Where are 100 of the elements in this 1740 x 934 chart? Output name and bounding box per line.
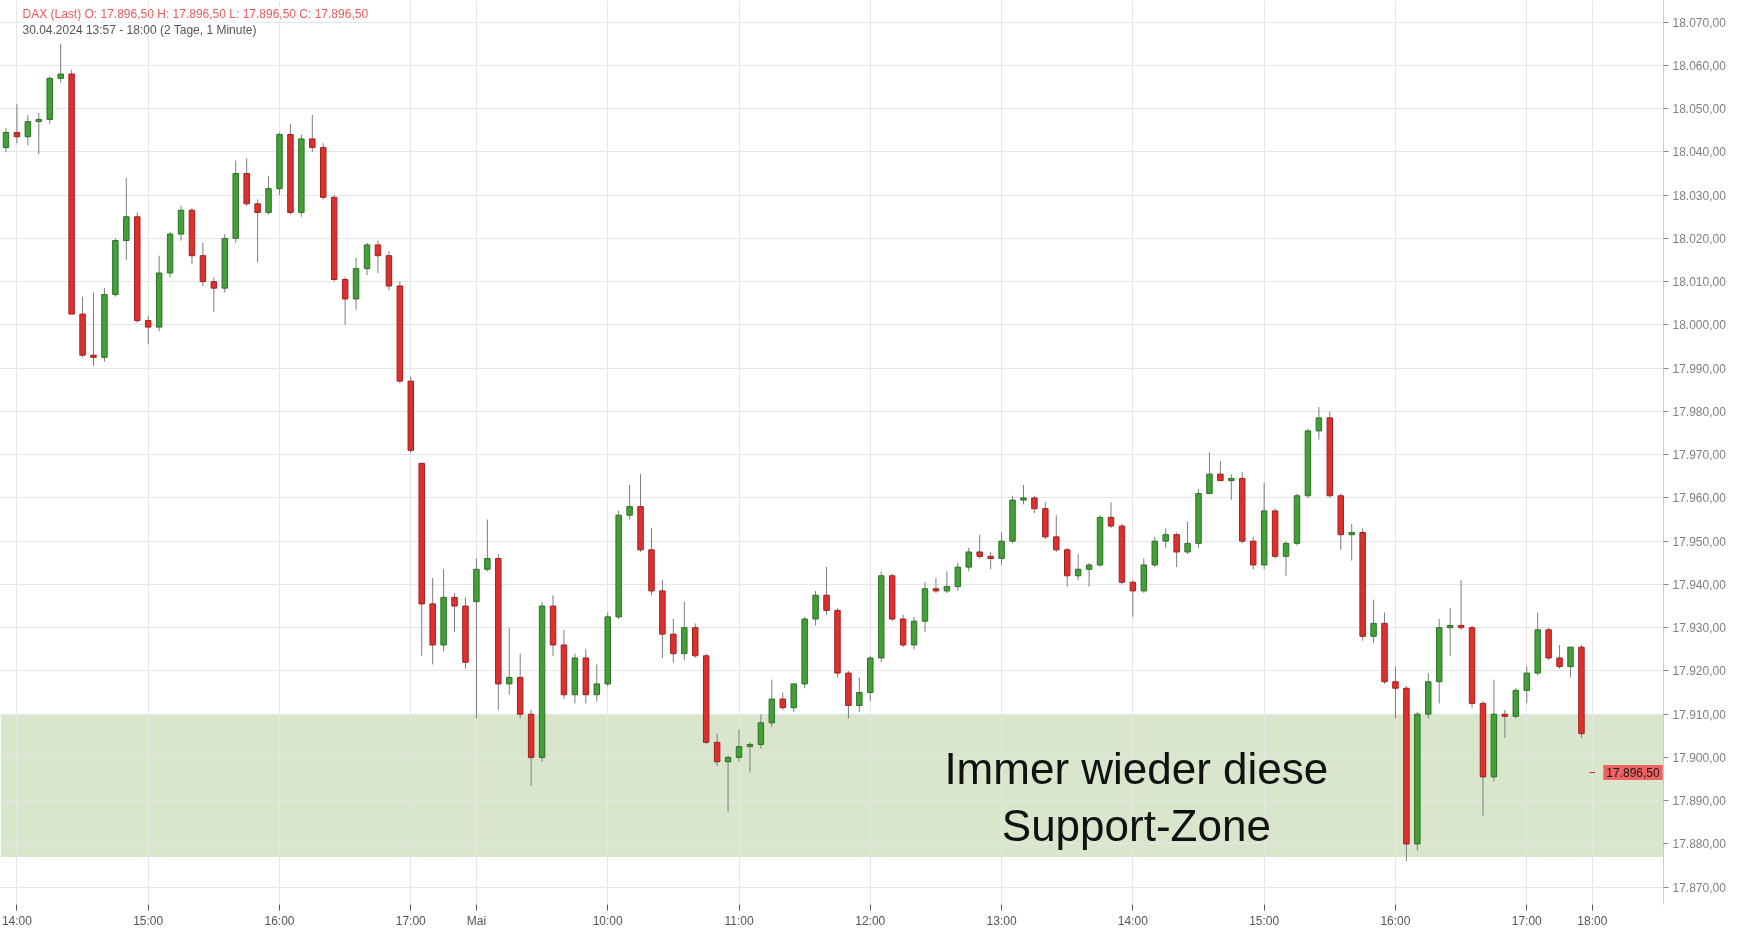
- candlestick: [1129, 579, 1137, 618]
- candlestick: [856, 676, 863, 713]
- candlestick: [1249, 536, 1257, 570]
- candlestick: [746, 741, 754, 774]
- candlestick: [1523, 666, 1530, 704]
- x-tick-label: 15:00: [1249, 913, 1280, 928]
- candlestick: [757, 713, 765, 750]
- candlestick: [90, 291, 97, 367]
- candlestick: [823, 566, 830, 616]
- candlestick: [484, 519, 491, 572]
- y-tick-label: 17.890,00: [1672, 794, 1727, 809]
- x-tick-label: 14:00: [1, 913, 33, 928]
- candlestick: [309, 114, 316, 153]
- candlestick: [593, 663, 601, 702]
- y-tick-label: 18.070,00: [1672, 15, 1727, 30]
- candlestick: [1162, 527, 1169, 549]
- x-tick-label: 15:00: [133, 913, 164, 928]
- y-tick-label: 18.020,00: [1672, 231, 1727, 246]
- candlestick: [1446, 607, 1454, 657]
- band-label: Immer wieder diese Support-Zone: [944, 744, 1329, 850]
- y-tick-label: 17.930,00: [1672, 621, 1727, 636]
- candlestick: [965, 547, 972, 572]
- x-tick-label: 17:00: [395, 913, 427, 928]
- candlestick: [1348, 523, 1355, 562]
- candlestick: [724, 754, 732, 812]
- candlestick: [812, 590, 819, 627]
- candlestick: [57, 43, 64, 84]
- candlestick: [24, 114, 32, 146]
- candlestick: [670, 618, 677, 663]
- text: DAX (Last) O: 17.896,50 H: 17.896,50 L: 17.896,50 C: 17.896,50: [22, 6, 369, 21]
- y-tick-label: 18.040,00: [1672, 145, 1727, 160]
- x-tick-label: 12:00: [855, 913, 886, 928]
- y-tick-label: 18.010,00: [1672, 275, 1727, 290]
- y-tick-label: 17.910,00: [1672, 707, 1727, 722]
- candlestick: [35, 112, 43, 155]
- y-tick-label: 18.000,00: [1672, 318, 1727, 333]
- candlestick: [1184, 521, 1191, 555]
- y-tick-label: 17.970,00: [1672, 448, 1727, 463]
- candlestick: [954, 562, 962, 592]
- x-tick-label: 14:00: [1117, 913, 1149, 928]
- candlestick: [210, 276, 218, 313]
- candlestick: [506, 627, 513, 696]
- y-tick-label: 18.050,00: [1672, 102, 1727, 117]
- candlestick: [1501, 709, 1509, 739]
- y-tick-label: 17.990,00: [1672, 361, 1727, 376]
- y-tick-label: 18.030,00: [1672, 188, 1727, 203]
- candlestick: [1107, 501, 1115, 529]
- candlestick: [1457, 579, 1465, 631]
- candlestick: [1392, 666, 1399, 720]
- candlestick: [1053, 514, 1060, 553]
- x-tick-label: 10:00: [592, 913, 624, 928]
- candlestick: [363, 242, 371, 276]
- candlestick: [626, 484, 633, 521]
- candlestick: [451, 592, 458, 633]
- candlestick: [1206, 452, 1213, 495]
- candlestick: [910, 616, 918, 650]
- candlestick: [1217, 460, 1224, 482]
- candlestick: [1370, 599, 1377, 644]
- x-tick-label: 17:00: [1511, 913, 1543, 928]
- candlestick: [13, 103, 21, 144]
- candlestick: [144, 315, 152, 345]
- y-tick-label: 17.940,00: [1672, 577, 1727, 592]
- x-tick-label: 16:00: [264, 913, 295, 928]
- x-tick-label: 16:00: [1380, 913, 1411, 928]
- candlestick: [976, 534, 983, 559]
- candlestick: [932, 577, 940, 594]
- candlestick: [713, 733, 721, 767]
- text: 30.04.2024 13:57 - 18:00 (2 Tage, 1 Minute): [22, 22, 257, 37]
- candlestick: [1151, 536, 1158, 568]
- candlestick: [1282, 540, 1290, 577]
- candlestick: [1085, 562, 1093, 588]
- candlestick: [1556, 644, 1563, 670]
- candlestick: [1567, 646, 1574, 678]
- candlestick: [2, 127, 10, 153]
- candlestick: [1173, 532, 1180, 568]
- y-tick-label: 17.980,00: [1672, 404, 1727, 419]
- candlestick: [341, 276, 349, 326]
- x-tick-label: 18:00: [1577, 913, 1608, 928]
- y-tick-label: 17.960,00: [1672, 491, 1727, 506]
- x-tick-label: 13:00: [986, 913, 1017, 928]
- candlestick: [735, 728, 743, 763]
- x-tick-label: Mai: [466, 913, 487, 928]
- candlestick: [1315, 406, 1323, 441]
- candlestick: [1020, 484, 1027, 505]
- candlestick: [265, 175, 272, 216]
- candlestick: [943, 570, 951, 594]
- candlestick: [1074, 553, 1082, 581]
- x-tick-label: 11:00: [724, 913, 754, 928]
- candlestick: [123, 177, 130, 261]
- candlestick: [374, 240, 382, 274]
- candlestick: [177, 205, 185, 242]
- y-tick-label: 17.880,00: [1672, 837, 1727, 852]
- candlestick: [254, 198, 261, 263]
- candlestick: [790, 683, 797, 713]
- y-tick-label: 18.060,00: [1672, 58, 1727, 73]
- candlestick: [768, 679, 776, 728]
- y-tick-label: 17.900,00: [1672, 750, 1727, 765]
- candlestick: [1228, 473, 1235, 501]
- y-tick-label: 17.870,00: [1672, 880, 1727, 895]
- y-tick-label: 17.920,00: [1672, 664, 1727, 679]
